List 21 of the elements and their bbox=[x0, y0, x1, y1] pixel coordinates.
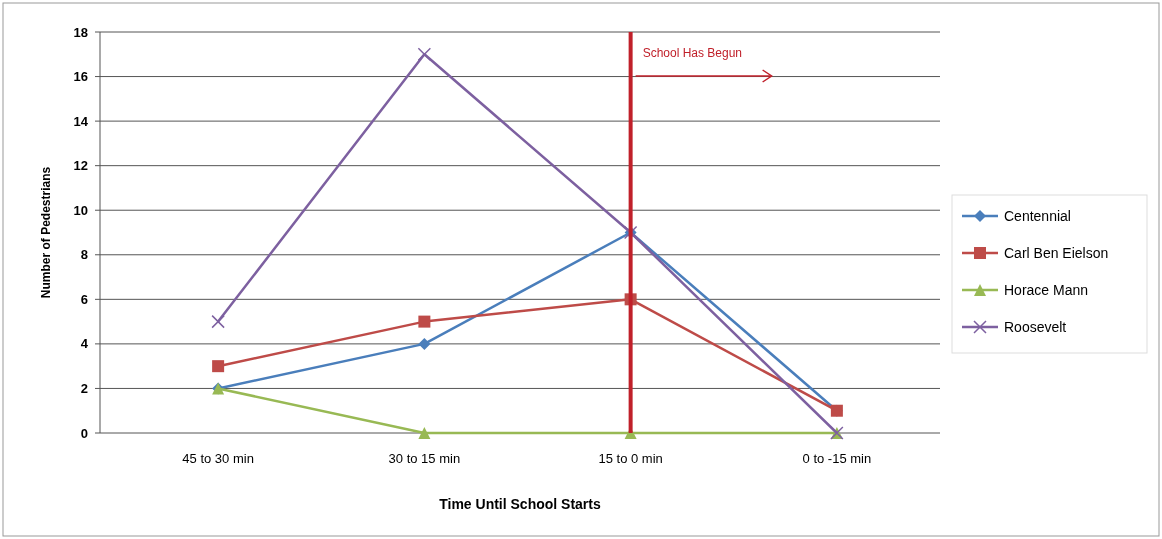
y-axis-title: Number of Pedestrians bbox=[39, 166, 53, 299]
y-tick-label: 18 bbox=[73, 24, 88, 40]
y-tick-label: 14 bbox=[73, 113, 89, 129]
y-tick-label: 0 bbox=[80, 425, 88, 441]
y-tick-label: 10 bbox=[73, 202, 88, 218]
x-tick-label: 45 to 30 min bbox=[182, 451, 254, 466]
x-tick-label: 15 to 0 min bbox=[598, 451, 663, 466]
y-tick-label: 12 bbox=[73, 158, 88, 174]
y-tick-label: 6 bbox=[80, 291, 88, 307]
legend-label: Centennial bbox=[1004, 207, 1071, 224]
x-axis-title: Time Until School Starts bbox=[439, 496, 601, 512]
y-tick-label: 4 bbox=[80, 336, 89, 352]
x-tick-label: 0 to -15 min bbox=[802, 451, 872, 466]
y-tick-label: 8 bbox=[80, 247, 88, 263]
legend-label: Roosevelt bbox=[1004, 318, 1067, 335]
y-tick-label: 16 bbox=[73, 69, 88, 85]
ref-line-label: School Has Begun bbox=[642, 46, 743, 60]
legend-label: Horace Mann bbox=[1004, 281, 1089, 298]
x-tick-label: 30 to 15 min bbox=[388, 451, 461, 466]
y-tick-label: 2 bbox=[80, 380, 88, 396]
legend-label: Carl Ben Eielson bbox=[1004, 244, 1109, 261]
